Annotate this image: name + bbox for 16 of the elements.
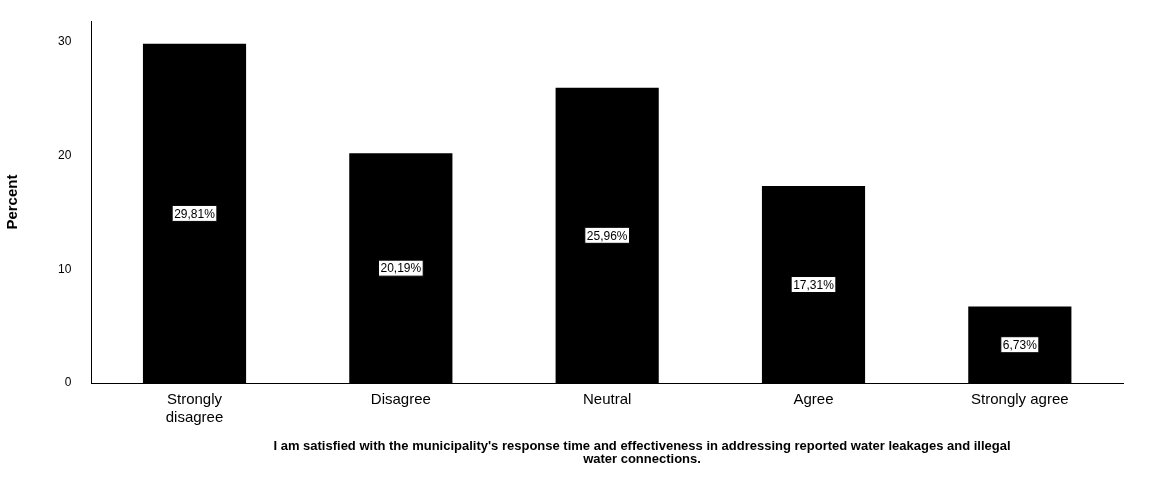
x-tick-label: Disagree [370,390,431,408]
data-label: 17,31% [793,277,835,292]
y-axis-title: Percent [3,174,21,230]
y-tick-label: 20 [57,147,72,162]
x-tick-label: Strongly agree [971,390,1069,408]
y-tick-label: 10 [57,261,72,276]
y-tick-label: 30 [57,33,72,48]
data-label: 25,96% [586,228,628,243]
x-tick-label: Neutral [582,390,632,408]
data-label: 29,81% [174,206,216,221]
y-tick-label: 0 [64,375,72,390]
data-label: 6,73% [1002,338,1038,353]
x-tick-label: Strongly disagree [165,390,224,426]
data-label: 20,19% [380,261,422,276]
x-axis-title: I am satisfied with the municipality's response time and effectiveness in addressing reported water leakages and illegal water connections. [272,438,1012,466]
x-tick-label: Agree [793,390,834,408]
